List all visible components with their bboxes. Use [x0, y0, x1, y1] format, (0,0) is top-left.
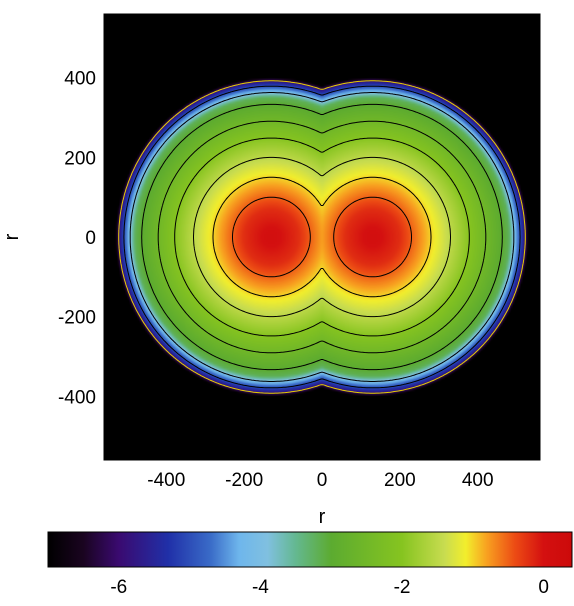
x-tick-label: -400 — [147, 470, 185, 491]
plot-area — [103, 13, 541, 461]
x-axis-label: r — [319, 506, 326, 528]
y-tick-label: -400 — [58, 387, 96, 408]
contour-line — [129, 92, 515, 382]
x-tick-label: 200 — [384, 470, 416, 491]
x-tick-label: -200 — [225, 470, 263, 491]
contour-line — [118, 80, 526, 394]
colorbar-tick-label: -2 — [394, 577, 411, 598]
colorbar-gradient — [47, 531, 573, 568]
y-tick-label: 0 — [85, 228, 96, 249]
colorbar-ticks: -6 -4 -2 0 — [110, 577, 549, 598]
colorbar-tick-label: 0 — [538, 577, 549, 598]
plot-frame — [103, 13, 541, 461]
colorbar-tick-label: -4 — [252, 577, 269, 598]
y-tick-label: -200 — [58, 308, 96, 329]
contour-line — [123, 85, 521, 389]
contour-lines — [118, 80, 526, 394]
x-tick-label: 0 — [317, 470, 328, 491]
x-axis-ticks: -400 -200 0 200 400 — [147, 470, 493, 491]
x-tick-label: 400 — [462, 470, 494, 491]
y-axis-label: r — [1, 233, 23, 240]
y-axis-ticks: 400 200 0 -200 -400 — [58, 69, 96, 409]
colorbar-tick-label: -6 — [110, 577, 127, 598]
contour-line — [212, 176, 432, 298]
colorbar: -6 -4 -2 0 — [47, 531, 573, 598]
y-tick-label: 400 — [64, 69, 96, 90]
contour-line — [157, 120, 487, 354]
contour-line — [174, 137, 470, 337]
y-tick-label: 200 — [64, 148, 96, 169]
heatmap-image — [104, 14, 540, 460]
contour-line — [232, 196, 412, 278]
contour-line — [193, 156, 451, 318]
contour-line — [141, 103, 503, 371]
